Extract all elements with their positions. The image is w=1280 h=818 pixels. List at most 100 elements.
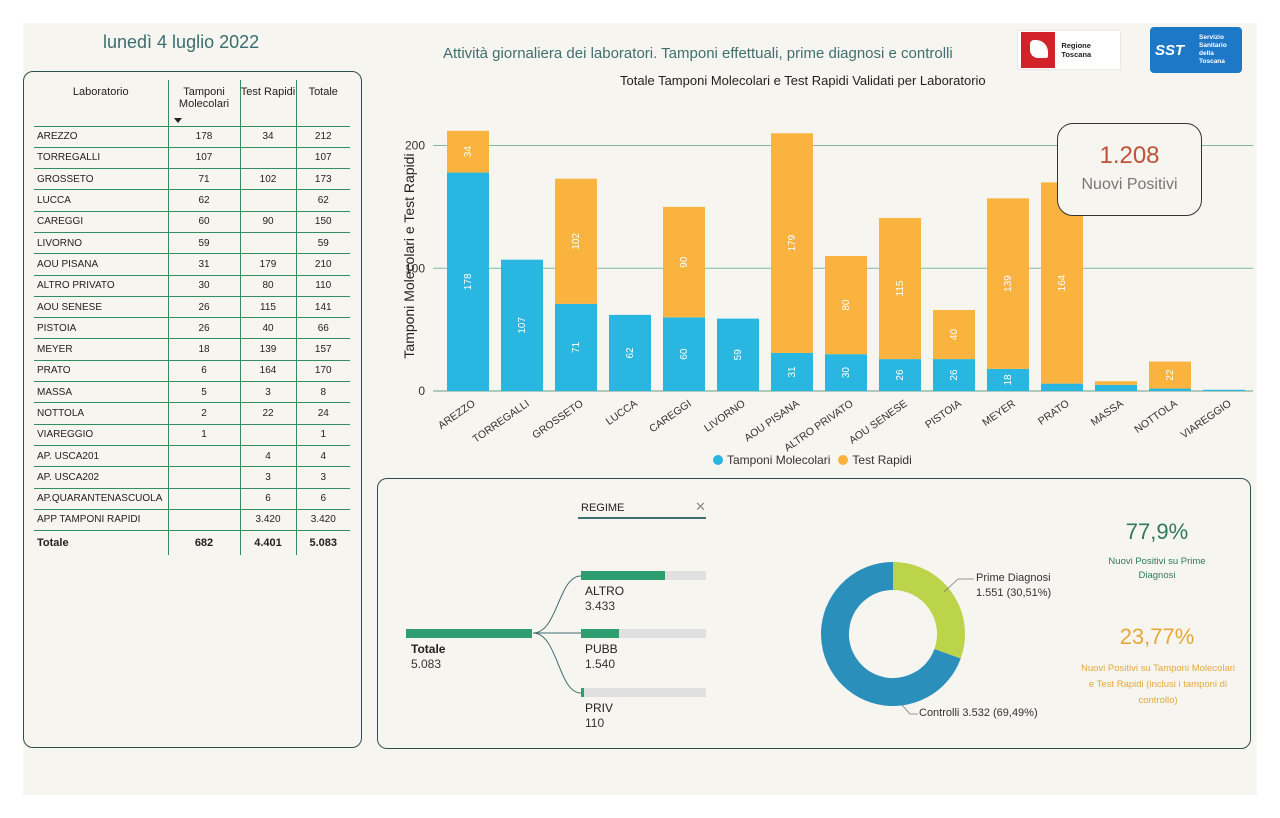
table-row[interactable]: NOTTOLA 2 22 24 <box>34 402 350 425</box>
x-tick-label: MEYER <box>980 397 1018 428</box>
clear-filter-icon[interactable]: ✕ <box>695 499 706 514</box>
table-row[interactable]: MASSA 5 3 8 <box>34 381 350 404</box>
table-row[interactable]: APP TAMPONI RAPIDI 3.420 3.420 <box>34 509 350 532</box>
dashboard-canvas: lunedì 4 luglio 2022 Attività giornalier… <box>23 23 1257 795</box>
root-value: 5.083 <box>411 657 442 671</box>
legend-item-molecolari[interactable]: Tamponi Molecolari <box>713 453 830 467</box>
donut-slice-prime-diagnosi[interactable] <box>892 562 965 659</box>
cell-rap: 115 <box>239 296 296 319</box>
data-label: 26 <box>895 369 906 381</box>
bar-molecolari <box>1041 383 1083 391</box>
child-bar-fill-priv <box>581 688 584 697</box>
cell-mol: 26 <box>167 317 240 340</box>
cell-rap <box>239 147 296 170</box>
cell-lab: AREZZO <box>34 126 168 148</box>
bar-molecolari <box>1149 388 1191 391</box>
table-row[interactable]: AOU SENESE 26 115 141 <box>34 296 350 319</box>
data-label: 107 <box>517 317 528 334</box>
legend-label-molecolari: Tamponi Molecolari <box>727 453 831 467</box>
report-date: lunedì 4 luglio 2022 <box>103 32 260 52</box>
child-bar-pubb[interactable] <box>581 629 706 638</box>
data-label: 62 <box>625 347 636 359</box>
cell-tot: 59 <box>295 232 350 255</box>
x-tick-label: NOTTOLA <box>1132 398 1179 436</box>
table-row[interactable]: CAREGGI 60 90 150 <box>34 211 350 233</box>
header-test-rapidi[interactable]: Test Rapidi <box>239 80 296 127</box>
table-row[interactable]: PISTOIA 26 40 66 <box>34 317 350 340</box>
cell-lab: Totale <box>37 536 69 549</box>
cell-lab: AOU PISANA <box>34 253 168 276</box>
data-label: 71 <box>571 341 582 353</box>
x-tick-label: LUCCA <box>604 398 640 428</box>
cell-tot: 3.420 <box>295 509 350 532</box>
legend-dot-molecolari <box>713 455 723 465</box>
root-bar[interactable] <box>406 629 532 638</box>
table-row[interactable]: PRATO 6 164 170 <box>34 360 350 383</box>
cell-tot: 8 <box>295 381 350 404</box>
data-label: 60 <box>679 348 690 360</box>
bar-molecolari <box>663 317 705 391</box>
table-row[interactable]: TORREGALLI 107 107 <box>34 147 350 170</box>
pct-positivi-tamponi-desc: Nuovi Positivi su Tamponi Molecolari e T… <box>1081 663 1235 706</box>
table-total-row[interactable]: Totale 682 4.401 5.083 <box>34 530 350 555</box>
cell-lab: MEYER <box>34 338 168 361</box>
child-value-pubb: 1.540 <box>585 657 616 671</box>
cell-tot: 157 <box>295 338 350 361</box>
cell-lab: APP TAMPONI RAPIDI <box>34 509 168 532</box>
cell-rap: 6 <box>239 488 296 510</box>
cell-rap: 3 <box>239 381 296 404</box>
table-row[interactable]: LIVORNO 59 59 <box>34 232 350 255</box>
cell-mol <box>167 466 240 489</box>
table-row[interactable]: GROSSETO 71 102 173 <box>34 168 350 191</box>
cell-mol: 18 <box>167 338 240 361</box>
bar-molecolari <box>1095 384 1137 391</box>
x-tick-label: PISTOIA <box>923 398 964 431</box>
table-row[interactable]: MEYER 18 139 157 <box>34 338 350 361</box>
legend-dot-rapidi <box>838 455 849 465</box>
table-row[interactable]: VIAREGGIO 1 1 <box>34 424 350 446</box>
table-row[interactable]: AP. USCA201 4 4 <box>34 445 350 468</box>
child-label-altro: ALTRO <box>585 584 625 598</box>
data-label: 18 <box>1003 374 1014 386</box>
table-row[interactable]: AOU PISANA 31 179 210 <box>34 253 350 276</box>
root-label: Totale <box>411 642 446 656</box>
cell-tot: 3 <box>295 466 350 489</box>
table-row[interactable]: ALTRO PRIVATO 30 80 110 <box>34 275 350 297</box>
header-tamponi-molecolari[interactable]: Tamponi Molecolari <box>167 80 240 127</box>
child-bar-altro[interactable] <box>581 571 706 580</box>
table-row[interactable]: AP.QUARANTENASCUOLA 6 6 <box>34 488 350 510</box>
cell-mol: 1 <box>167 424 240 446</box>
cell-mol: 6 <box>167 360 240 383</box>
cell-mol: 178 <box>167 126 240 148</box>
chart-title: Totale Tamponi Molecolari e Test Rapidi … <box>620 73 986 88</box>
bar-molecolari <box>609 314 651 391</box>
cell-lab: LIVORNO <box>34 232 168 255</box>
bar-molecolari <box>717 318 759 391</box>
bar-rapidi <box>555 178 597 304</box>
donut-slice-controlli[interactable] <box>821 562 961 706</box>
legend-item-rapidi[interactable]: Test Rapidi <box>838 453 912 467</box>
table-row[interactable]: LUCCA 62 62 <box>34 189 350 212</box>
header-totale[interactable]: Totale <box>295 80 350 127</box>
data-label: 40 <box>949 329 960 341</box>
data-label: 31 <box>787 366 798 378</box>
table-row[interactable]: AREZZO 178 34 212 <box>34 126 350 148</box>
cell-rap: 164 <box>239 360 296 383</box>
header-laboratorio[interactable]: Laboratorio <box>34 80 168 127</box>
table-row[interactable]: AP. USCA202 3 3 <box>34 466 350 489</box>
cell-tot: 110 <box>295 275 350 297</box>
cell-mol: 682 <box>167 530 240 555</box>
cell-mol <box>167 509 240 532</box>
cell-tot: 212 <box>295 126 350 148</box>
table-header-row: Laboratorio Tamponi Molecolari Test Rapi… <box>34 80 350 127</box>
cell-tot: 6 <box>295 488 350 510</box>
cell-mol <box>167 445 240 468</box>
sst-logo: SST Servizio Sanitario della Toscana <box>1150 27 1242 73</box>
x-tick-label: AREZZO <box>436 398 478 432</box>
child-bar-priv[interactable] <box>581 688 706 697</box>
cell-tot: 210 <box>295 253 350 276</box>
bar-rapidi <box>879 217 921 360</box>
cell-lab: MASSA <box>34 381 168 404</box>
cell-tot: 1 <box>295 424 350 446</box>
